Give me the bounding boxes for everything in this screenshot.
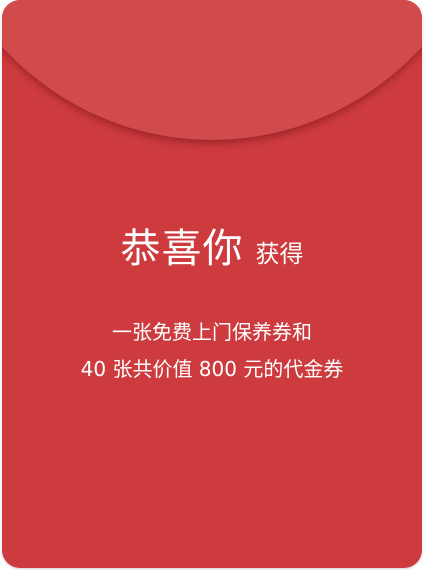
envelope-flap	[2, 0, 422, 140]
description-line-1: 一张免费上门保养券和	[112, 320, 312, 344]
headline: 恭喜你 获得	[2, 216, 422, 274]
obtained-label: 获得	[255, 240, 304, 268]
description-line-2: 40 张共价值 800 元的代金券	[80, 357, 344, 381]
congrats-title: 恭喜你	[120, 226, 244, 272]
